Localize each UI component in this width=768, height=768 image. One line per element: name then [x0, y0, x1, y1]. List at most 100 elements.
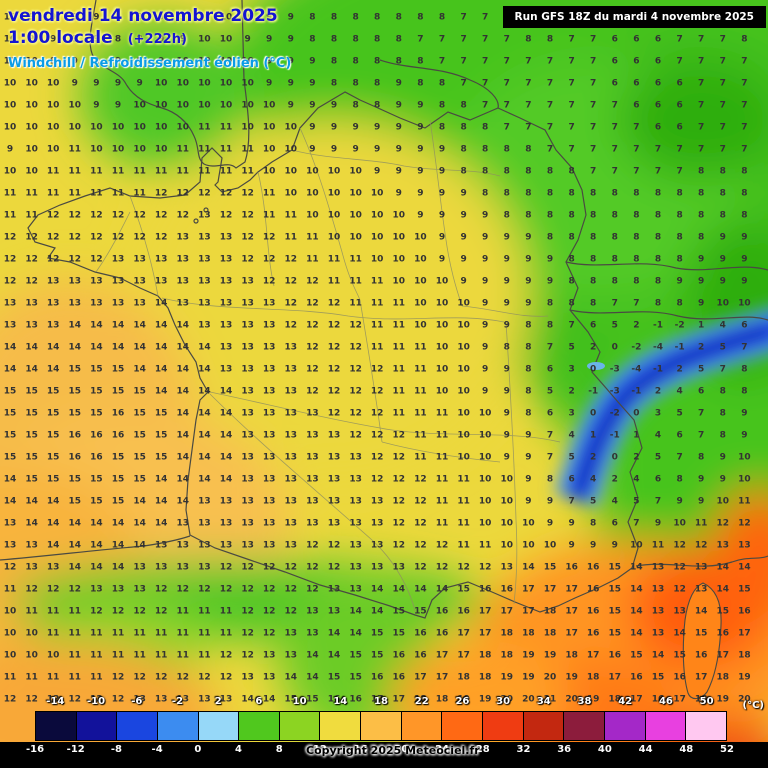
grid-value: 15: [349, 672, 362, 683]
grid-value: 14: [262, 694, 276, 705]
grid-value: 13: [241, 540, 254, 551]
grid-value: 9: [546, 496, 554, 507]
grid-value: 14: [90, 518, 103, 529]
grid-value: 20: [738, 694, 751, 705]
grid-value: 13: [262, 650, 276, 661]
grid-value: 18: [716, 672, 730, 683]
grid-value: 8: [698, 210, 705, 221]
grid-value: 14: [349, 628, 362, 639]
grid-value: 0: [590, 408, 597, 419]
grid-value: 15: [327, 672, 341, 683]
grid-value: 8: [654, 254, 662, 265]
grid-value: 12: [3, 694, 17, 705]
copyright-label: Copyright 2025 Meteociel.fr: [306, 744, 480, 757]
grid-value: 13: [111, 254, 125, 265]
grid-value: 9: [460, 210, 467, 221]
grid-value: 10: [478, 408, 492, 419]
grid-value: 10: [25, 144, 38, 155]
grid-value: 8: [417, 78, 424, 89]
grid-value: 12: [306, 540, 319, 551]
grid-value: 9: [309, 144, 316, 155]
grid-value: 7: [741, 122, 748, 133]
grid-value: 7: [611, 298, 618, 309]
grid-value: 7: [546, 144, 554, 155]
grid-value: 4: [590, 474, 597, 485]
grid-value: 14: [133, 342, 146, 353]
grid-value: 12: [241, 210, 254, 221]
grid-value: 9: [741, 430, 748, 441]
grid-value: 9: [719, 276, 726, 287]
grid-value: 13: [262, 342, 276, 353]
grid-value: 8: [676, 298, 683, 309]
grid-value: 13: [241, 496, 254, 507]
colorbar-bottom-label: 20: [394, 744, 409, 755]
grid-value: 11: [392, 298, 406, 309]
grid-value: 5: [546, 386, 554, 397]
grid-value: 14: [370, 606, 384, 617]
grid-value: 13: [327, 452, 341, 463]
grid-value: 13: [262, 474, 276, 485]
grid-value: 16: [457, 606, 470, 617]
grid-value: 9: [503, 232, 510, 243]
grid-value: 12: [370, 408, 384, 419]
grid-value: 12: [241, 254, 254, 265]
grid-value: 13: [349, 562, 362, 573]
grid-value: 14: [3, 496, 17, 507]
grid-value: 10: [349, 188, 362, 199]
grid-value: 15: [3, 452, 17, 463]
grid-value: 8: [741, 210, 748, 221]
grid-value: 14: [90, 320, 103, 331]
grid-value: 12: [673, 584, 686, 595]
grid-value: 12: [327, 320, 341, 331]
grid-value: 7: [654, 166, 662, 177]
grid-value: 12: [219, 188, 233, 199]
grid-value: 7: [719, 364, 726, 375]
grid-value: 12: [68, 254, 82, 265]
grid-value: 9: [50, 34, 57, 45]
grid-value: 4: [633, 474, 640, 485]
grid-value: 10: [349, 166, 362, 177]
grid-value: 16: [327, 694, 341, 705]
grid-value: 10: [457, 408, 470, 419]
grid-value: 13: [219, 298, 233, 309]
grid-value: 14: [176, 452, 190, 463]
grid-value: 15: [111, 496, 125, 507]
grid-value: 9: [352, 122, 359, 133]
grid-value: 15: [111, 474, 125, 485]
grid-value: 9: [698, 276, 705, 287]
colorbar-top-label: -2: [171, 696, 184, 707]
grid-value: 8: [482, 166, 489, 177]
grid-value: 7: [460, 34, 467, 45]
grid-value: 13: [176, 232, 190, 243]
grid-value: 12: [349, 342, 362, 353]
grid-value: 12: [25, 254, 38, 265]
grid-value: 10: [327, 188, 341, 199]
grid-value: 13: [90, 298, 103, 309]
grid-value: 8: [654, 188, 662, 199]
grid-value: 10: [306, 210, 319, 221]
grid-value: 7: [719, 100, 726, 111]
grid-value: 13: [176, 518, 190, 529]
grid-value: 8: [374, 100, 381, 111]
grid-value: 8: [719, 188, 726, 199]
grid-value: 13: [219, 518, 233, 529]
grid-value: 10: [46, 650, 60, 661]
grid-value: 11: [262, 210, 276, 221]
grid-value: 3: [568, 364, 575, 375]
grid-value: 13: [176, 562, 190, 573]
grid-value: -4: [631, 364, 642, 375]
grid-value: 11: [435, 408, 449, 419]
grid-value: 13: [694, 562, 708, 573]
grid-value: 19: [716, 694, 730, 705]
grid-value: 13: [219, 320, 233, 331]
grid-value: 14: [306, 672, 319, 683]
grid-value: 8: [525, 166, 532, 177]
grid-value: 13: [284, 452, 298, 463]
grid-value: 18: [457, 672, 470, 683]
grid-value: 14: [111, 562, 125, 573]
grid-value: 8: [546, 188, 554, 199]
grid-value: 13: [262, 320, 276, 331]
colorbar-segment: [603, 712, 645, 740]
grid-value: 9: [590, 540, 597, 551]
